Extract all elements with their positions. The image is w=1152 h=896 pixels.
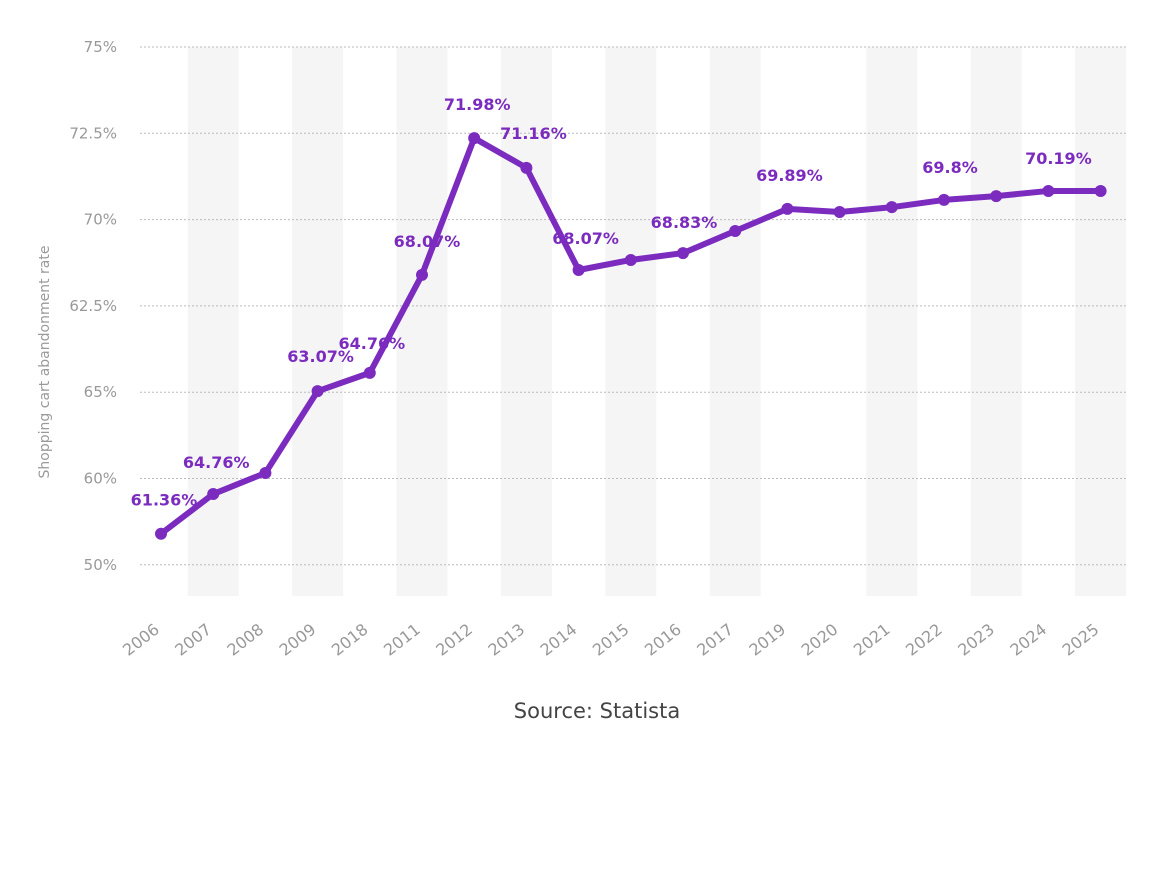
x-tick-label: 2014 bbox=[537, 620, 581, 660]
source-note: Source: Statista bbox=[514, 699, 680, 723]
x-tick-label: 2018 bbox=[328, 620, 372, 660]
data-label: 64.76% bbox=[183, 453, 250, 472]
x-tick-label: 2012 bbox=[432, 620, 476, 660]
data-label: 69.89% bbox=[756, 166, 823, 185]
x-tick-label: 2017 bbox=[693, 620, 737, 660]
column-band bbox=[970, 47, 1022, 596]
data-point bbox=[1094, 184, 1107, 197]
data-point bbox=[729, 224, 742, 237]
data-point bbox=[677, 247, 689, 260]
column-band bbox=[605, 47, 657, 596]
data-point bbox=[363, 366, 376, 379]
data-point bbox=[885, 201, 898, 214]
data-point bbox=[572, 263, 585, 276]
x-tick-label: 2019 bbox=[745, 620, 789, 660]
data-point bbox=[938, 193, 950, 206]
data-point bbox=[833, 206, 846, 219]
column-band bbox=[187, 47, 239, 596]
x-tick-label: 2006 bbox=[119, 620, 163, 660]
data-label: 64.76% bbox=[338, 334, 405, 353]
y-tick-label: 72.5% bbox=[69, 124, 117, 142]
data-label: 69.8% bbox=[922, 158, 978, 177]
data-point bbox=[990, 190, 1003, 203]
data-point bbox=[624, 253, 637, 266]
data-point bbox=[1042, 184, 1055, 197]
x-tick-label: 2021 bbox=[850, 620, 894, 660]
y-axis-label: Shopping cart abandonment rate bbox=[37, 246, 53, 479]
x-tick-label: 2011 bbox=[380, 620, 424, 660]
column-band bbox=[709, 47, 761, 596]
data-point bbox=[468, 132, 481, 145]
data-point bbox=[311, 385, 324, 398]
data-point bbox=[207, 488, 220, 501]
data-label: 68.07% bbox=[552, 229, 619, 248]
data-label: 61.36% bbox=[131, 491, 198, 510]
x-tick-label: 2024 bbox=[1006, 620, 1050, 660]
x-tick-label: 2013 bbox=[484, 620, 528, 660]
y-tick-label: 75% bbox=[84, 38, 117, 56]
data-label: 71.16% bbox=[500, 124, 567, 143]
x-tick-label: 2015 bbox=[589, 620, 633, 660]
column-band bbox=[396, 47, 448, 596]
x-tick-label: 2023 bbox=[954, 620, 998, 660]
data-point bbox=[155, 527, 167, 540]
column-band bbox=[866, 47, 918, 596]
data-point bbox=[259, 466, 272, 479]
data-label: 63.07% bbox=[287, 347, 354, 366]
x-tick-label: 2022 bbox=[902, 620, 946, 660]
x-tick-label: 2025 bbox=[1059, 620, 1103, 660]
data-point bbox=[781, 202, 794, 215]
data-point bbox=[520, 161, 533, 174]
column-band bbox=[500, 47, 552, 596]
y-tick-label: 50% bbox=[84, 556, 117, 574]
data-label: 70.19% bbox=[1025, 149, 1092, 168]
x-tick-label: 2016 bbox=[641, 620, 685, 660]
data-label: 68.83% bbox=[651, 213, 718, 232]
column-band bbox=[1075, 47, 1127, 596]
data-label: 68.07% bbox=[394, 232, 461, 251]
x-tick-label: 2008 bbox=[223, 620, 267, 660]
data-point bbox=[416, 268, 428, 281]
y-tick-label: 70% bbox=[84, 211, 117, 229]
y-tick-label: 65% bbox=[84, 383, 117, 401]
x-tick-label: 2009 bbox=[276, 620, 320, 660]
data-label: 71.98% bbox=[444, 95, 511, 114]
x-tick-label: 2020 bbox=[798, 620, 842, 660]
y-tick-label: 60% bbox=[84, 470, 117, 488]
column-band bbox=[292, 47, 344, 596]
x-tick-label: 2007 bbox=[171, 620, 215, 660]
y-tick-label: 62.5% bbox=[69, 297, 117, 315]
